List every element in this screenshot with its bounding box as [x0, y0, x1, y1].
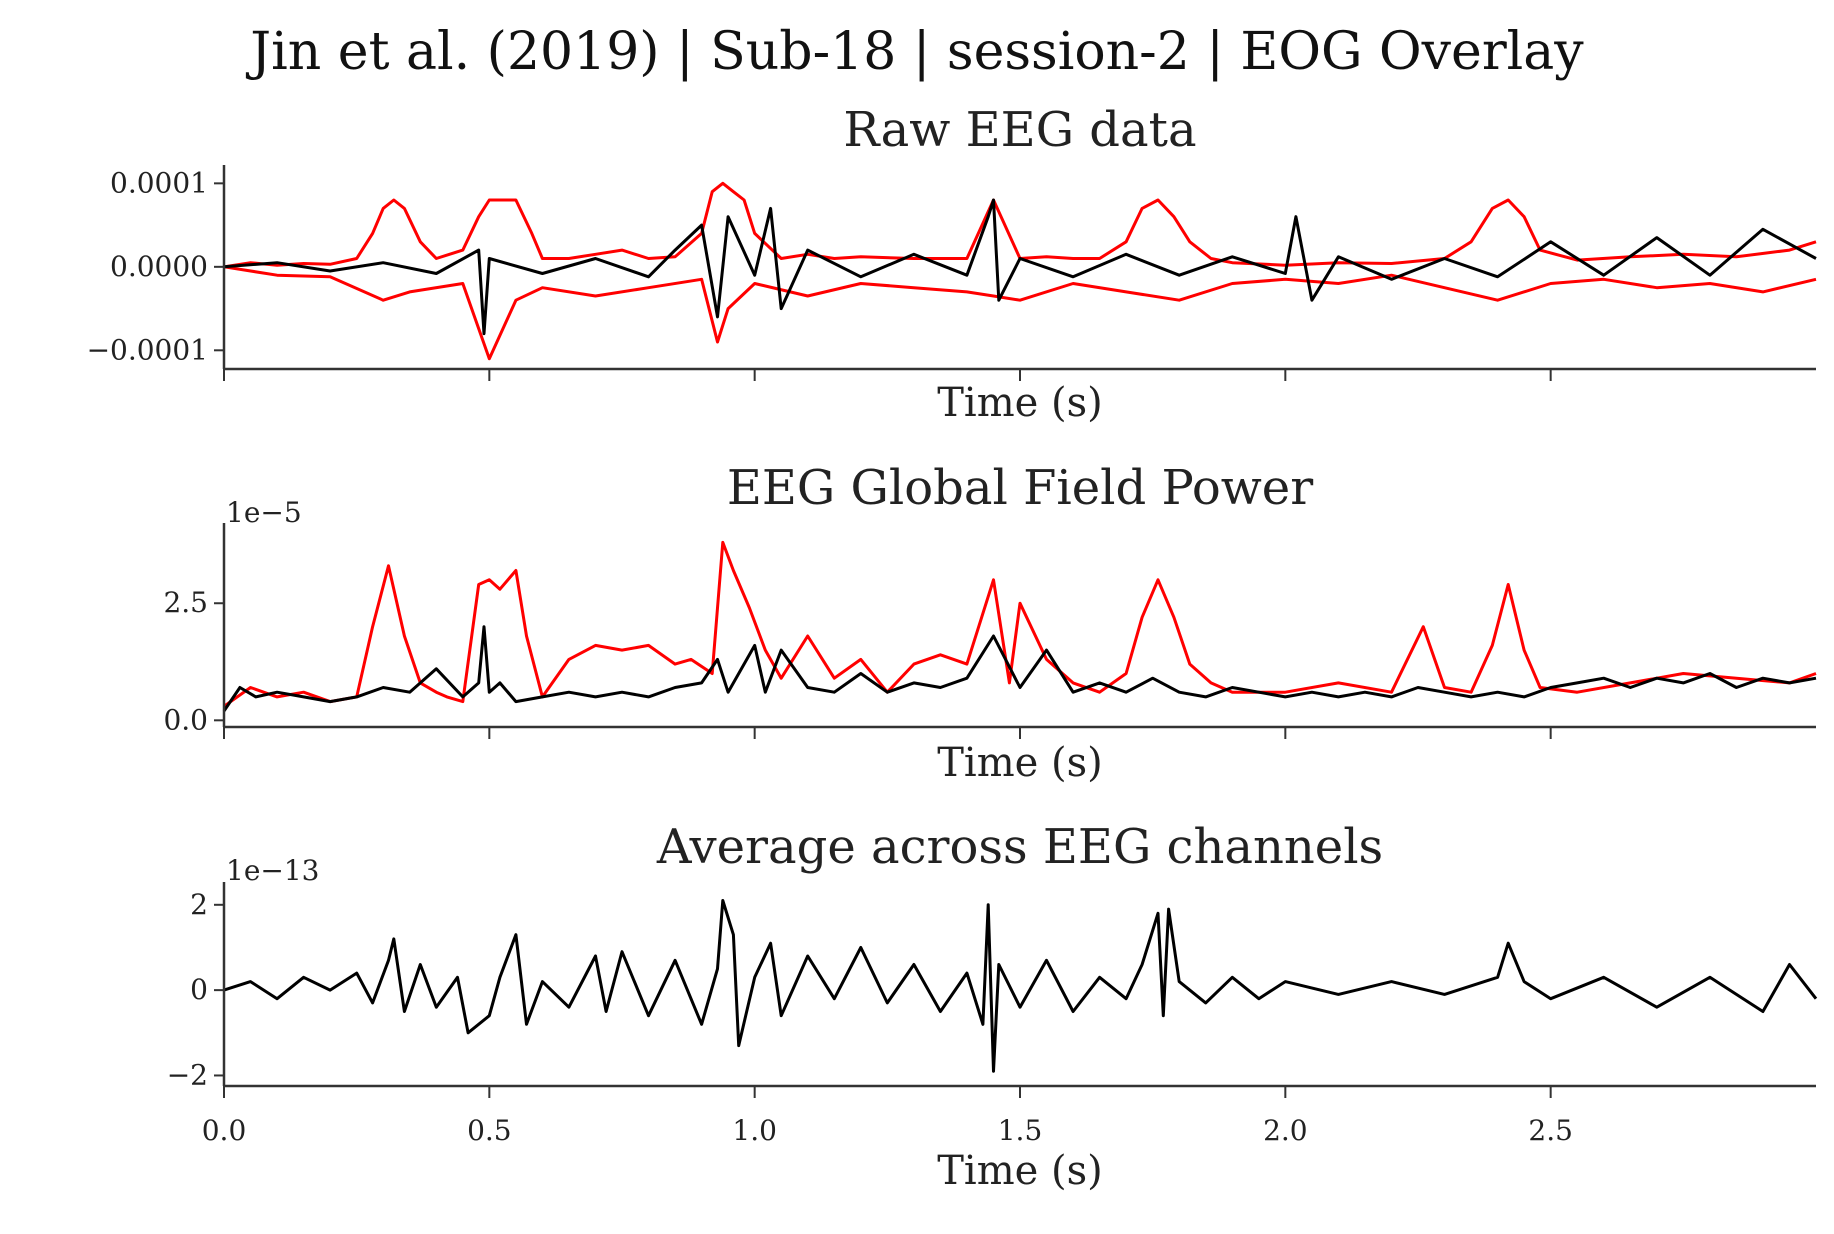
panel-3-ytick-label: −2: [167, 1058, 208, 1091]
panel-3-series-1: [223, 899, 1818, 1073]
figure-title: Jin et al. (2019) | Sub-18 | session-2 |…: [250, 22, 1584, 82]
panel-2-series-1: [223, 540, 1817, 708]
panel-3-offset-label: 1e−13: [226, 854, 319, 887]
panel-1-title: Raw EEG data: [843, 102, 1196, 158]
panel-1-series-2: [223, 265, 1817, 361]
panel-3-xtick-label: 1.0: [732, 1114, 777, 1147]
panel-3-xtick-label: 0.0: [202, 1114, 247, 1147]
panel-3-ytick-label: 0: [190, 973, 208, 1006]
panel-1-series-3: [223, 198, 1817, 336]
panel-3-ytick-label: 2: [190, 888, 208, 921]
panel-1-xlabel: Time (s): [937, 380, 1103, 426]
panel-3-xtick-label: 0.5: [467, 1114, 512, 1147]
panel-3-xtick-label: 2.0: [1263, 1114, 1308, 1147]
panel-1-ytick-label: 0.0001: [110, 166, 208, 199]
panel-3-title: Average across EEG channels: [656, 819, 1383, 875]
panel-2-ytick-label: 2.5: [163, 586, 208, 619]
panel-2-ytick-label: 0.0: [163, 703, 208, 736]
panel-3-xtick-label: 2.5: [1528, 1114, 1573, 1147]
panel-2-title: EEG Global Field Power: [727, 460, 1313, 516]
panel-1-series-1: [223, 181, 1817, 269]
panel-2-offset-label: 1e−5: [226, 496, 302, 529]
panel-2-series-2: [222, 625, 1817, 712]
panel-3-xlabel: Time (s): [937, 1148, 1103, 1194]
panel-1-ytick-label: 0.0000: [110, 250, 208, 283]
panel-1-ytick-label: −0.0001: [87, 333, 208, 366]
panel-2-xlabel: Time (s): [937, 740, 1103, 786]
panel-3-xtick-label: 1.5: [998, 1114, 1043, 1147]
